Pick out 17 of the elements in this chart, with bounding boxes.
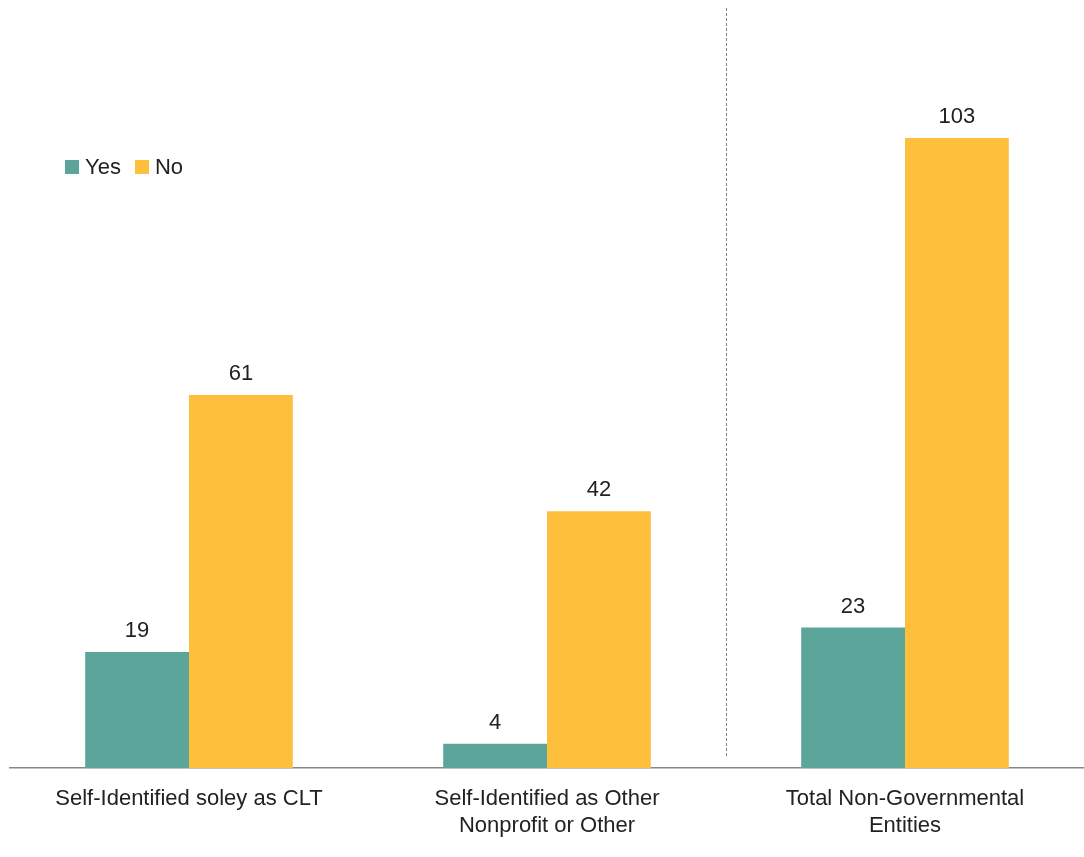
- x-tick-label: Self-Identified soley as CLT: [55, 785, 323, 811]
- data-label: 19: [124, 617, 150, 643]
- bar: [905, 138, 1009, 769]
- data-label: 23: [840, 592, 866, 618]
- x-tick-label: Total Non-Governmental Entities: [785, 785, 1025, 837]
- bar: [443, 743, 547, 769]
- x-tick-label: Self-Identified as Other Nonprofit or Other: [434, 785, 660, 837]
- data-label: 42: [586, 476, 612, 502]
- bar: [547, 511, 651, 769]
- bar: [189, 394, 293, 769]
- data-label: 61: [228, 360, 254, 386]
- bar: [85, 651, 189, 769]
- data-label: 103: [938, 103, 976, 129]
- data-label: 4: [488, 708, 502, 734]
- legend-label: Yes: [85, 154, 121, 180]
- legend-label: No: [154, 154, 184, 180]
- bar: [801, 627, 905, 769]
